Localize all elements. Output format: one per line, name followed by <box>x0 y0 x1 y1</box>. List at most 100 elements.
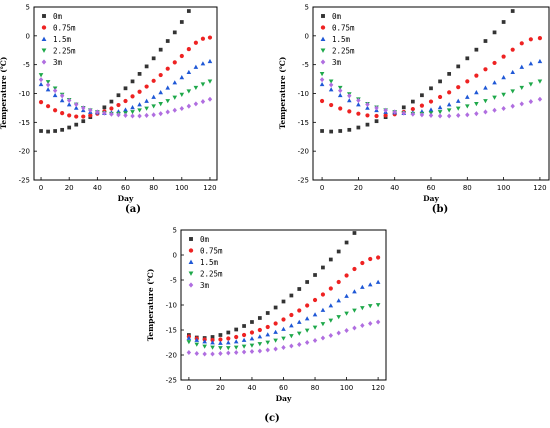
data-point <box>537 36 543 41</box>
data-point <box>165 85 171 90</box>
data-point <box>338 129 343 133</box>
data-point <box>165 39 170 43</box>
x-tick-label: 0 <box>320 184 324 192</box>
data-point <box>483 39 488 43</box>
data-point <box>53 108 58 113</box>
data-point <box>200 99 206 105</box>
data-point <box>328 79 334 84</box>
data-point <box>59 93 65 99</box>
data-point <box>347 109 352 114</box>
data-point <box>202 339 207 344</box>
data-point <box>257 316 262 320</box>
data-point <box>374 105 379 111</box>
data-point <box>165 99 171 104</box>
data-point <box>186 349 192 356</box>
data-point <box>446 102 452 107</box>
data-point <box>158 72 163 78</box>
data-point <box>137 113 142 119</box>
data-point <box>474 73 479 78</box>
data-point <box>265 311 270 315</box>
data-point <box>410 106 415 112</box>
legend-marker <box>41 59 47 65</box>
x-tick-label: 80 <box>149 184 158 192</box>
data-point <box>207 35 213 40</box>
data-point <box>144 84 149 89</box>
data-point <box>123 86 128 91</box>
data-point <box>429 86 433 91</box>
data-point <box>46 129 50 134</box>
data-point <box>257 334 263 339</box>
data-point <box>338 106 343 111</box>
data-point <box>194 337 200 342</box>
data-point <box>360 260 365 266</box>
data-point <box>233 339 239 344</box>
data-point <box>437 113 443 119</box>
data-point <box>438 79 442 84</box>
data-point <box>297 308 302 313</box>
data-point <box>60 127 65 132</box>
legend-label: 0m <box>332 12 342 21</box>
data-point <box>66 97 72 103</box>
data-point <box>336 279 341 285</box>
data-point <box>81 114 86 119</box>
data-point <box>172 30 177 35</box>
data-point <box>419 112 425 118</box>
data-point <box>328 318 334 323</box>
data-point <box>483 85 488 90</box>
data-point <box>193 64 199 69</box>
data-point <box>207 79 213 84</box>
series-2-25m <box>186 303 381 351</box>
data-point <box>336 315 342 320</box>
legend-label: 1.5m <box>200 258 219 267</box>
y-tick-label: -15 <box>19 119 30 127</box>
data-point <box>186 340 192 345</box>
data-point <box>249 336 255 341</box>
chart-panel-1: 0 20 40 60 80 100 120 -25 -20 -15 -10 -5 0 5 Day Temper… <box>278 4 550 215</box>
x-tick-label: 120 <box>203 184 216 192</box>
data-point <box>186 89 192 94</box>
data-point <box>376 255 381 260</box>
data-point <box>38 73 44 78</box>
x-tick-label: 40 <box>390 184 399 192</box>
data-point <box>158 47 163 52</box>
data-point <box>320 129 324 133</box>
data-point <box>73 105 79 110</box>
data-point <box>144 112 149 118</box>
data-point <box>241 332 247 338</box>
data-point <box>194 342 200 347</box>
data-point <box>249 348 255 355</box>
data-point <box>88 107 93 113</box>
y-tick-label: 5 <box>173 227 177 235</box>
data-point <box>88 113 93 118</box>
data-point <box>367 304 373 309</box>
data-point <box>158 90 164 95</box>
y-tick-label: 0 <box>305 32 309 40</box>
legend-label: 0.75m <box>332 23 355 32</box>
data-point <box>123 112 128 118</box>
data-point <box>344 327 349 334</box>
x-tick-label: 120 <box>371 384 384 392</box>
data-point <box>249 330 255 335</box>
chart-panel-0: 0 20 40 60 80 100 120 -25 -20 -15 -10 -5 0 5 Day Temper… <box>0 4 218 215</box>
data-point <box>492 30 497 35</box>
data-point <box>328 303 334 308</box>
data-point <box>193 85 199 91</box>
data-point <box>102 110 107 116</box>
data-point <box>328 332 334 339</box>
data-point <box>250 320 254 324</box>
data-point <box>365 105 370 110</box>
data-point <box>328 87 334 92</box>
legend-marker <box>320 36 326 41</box>
data-point <box>193 40 198 45</box>
x-tick-label: 0 <box>187 384 191 392</box>
x-tick-label: 80 <box>463 184 472 192</box>
data-point <box>465 56 470 61</box>
data-point <box>200 61 206 66</box>
data-point <box>210 335 215 339</box>
legend-label: 0m <box>53 12 63 21</box>
series-3m <box>186 319 381 357</box>
x-tick-label: 60 <box>427 184 436 192</box>
data-point <box>109 111 114 117</box>
series-0-75m <box>186 255 381 343</box>
